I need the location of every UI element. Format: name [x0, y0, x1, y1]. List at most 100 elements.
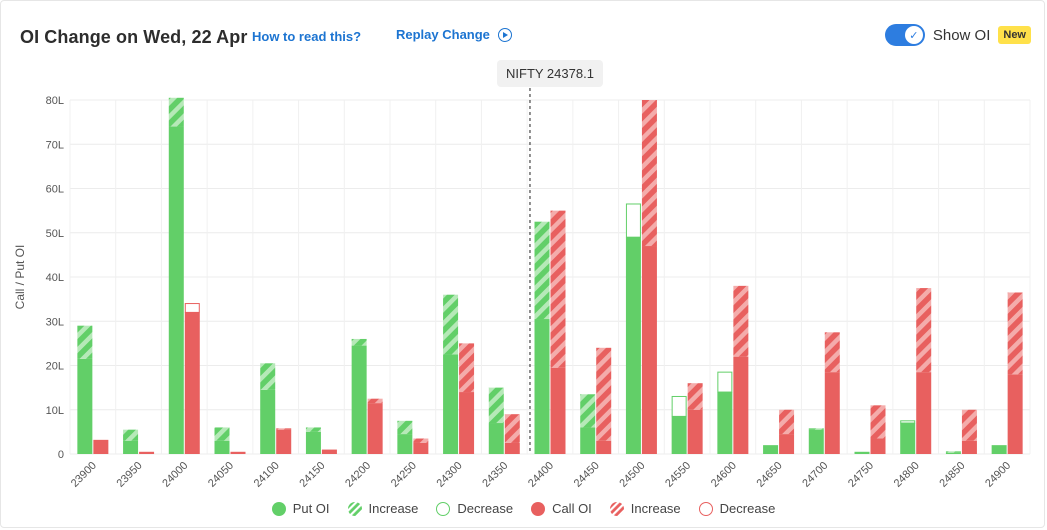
x-tick-label: 24850 [937, 460, 967, 490]
call-oi-bar [733, 356, 749, 454]
show-oi-label: Show OI [932, 26, 991, 44]
call-increase-bar [870, 405, 886, 439]
put-oi-bar [854, 451, 870, 454]
legend-call-decrease[interactable]: Decrease [698, 501, 776, 516]
x-tick-label: 24200 [343, 460, 373, 490]
put-decrease-bar [900, 420, 916, 424]
call-oi-bar [1007, 374, 1023, 454]
put-increase-bar [77, 325, 93, 359]
call-oi-bar [824, 372, 840, 454]
y-axis-label: Call / Put OI [13, 245, 27, 310]
call-oi-bar [184, 312, 200, 454]
bars [77, 97, 1023, 455]
call-increase-bar [550, 210, 566, 368]
call-oi-bar [687, 409, 703, 454]
y-tick-label: 80L [46, 95, 64, 107]
replay-change-label: Replay Change [396, 27, 490, 42]
legend-put-increase-swatch [347, 501, 362, 516]
put-increase-bar [351, 338, 367, 346]
call-increase-bar [504, 414, 520, 443]
call-oi-bar [550, 367, 566, 454]
legend-call-decrease-swatch [698, 501, 713, 516]
legend-call-oi-label: Call OI [552, 501, 592, 516]
legend-call-increase-swatch [609, 501, 624, 516]
put-increase-bar [260, 363, 276, 390]
x-tick-label: 24750 [846, 460, 876, 490]
put-increase-bar [397, 420, 413, 435]
call-oi-bar [779, 434, 795, 454]
legend-put-increase-label: Increase [368, 501, 419, 516]
put-oi-bar [397, 434, 413, 454]
x-tick-label: 24100 [252, 460, 282, 490]
replay-change-button[interactable]: Replay Change [396, 27, 512, 42]
legend-call-oi[interactable]: Call OI [531, 501, 592, 516]
put-increase-bar [534, 221, 550, 320]
legend-call-oi-swatch [531, 501, 546, 516]
x-tick-label: 24800 [892, 460, 922, 490]
legend-call-decrease-label: Decrease [719, 501, 776, 516]
legend-put-oi[interactable]: Put OI [271, 501, 330, 516]
new-badge: New [998, 26, 1031, 44]
call-oi-bar [916, 372, 932, 454]
call-increase-bar [413, 438, 429, 443]
call-oi-bar [504, 442, 520, 454]
play-circle-icon [497, 27, 512, 42]
put-oi-bar [717, 392, 733, 454]
call-oi-bar [596, 440, 612, 454]
put-decrease-bar [671, 395, 687, 417]
call-oi-bar [413, 442, 429, 454]
put-increase-bar [945, 451, 961, 453]
put-increase-bar [168, 97, 184, 127]
call-oi-bar [93, 439, 109, 454]
x-tick-label: 24400 [526, 460, 556, 490]
call-oi-bar [276, 429, 292, 454]
call-oi-bar [641, 246, 657, 454]
put-oi-bar [260, 389, 276, 454]
legend-put-increase[interactable]: Increase [347, 501, 419, 516]
show-oi-control: ✓ Show OI New [884, 24, 1031, 46]
show-oi-toggle[interactable]: ✓ [884, 24, 925, 46]
x-tick-label: 24700 [800, 460, 830, 490]
put-oi-bar [900, 423, 916, 454]
call-oi-bar [459, 392, 475, 454]
grid [69, 99, 1031, 455]
x-tick-label: 24000 [160, 460, 190, 490]
put-oi-bar [123, 440, 139, 454]
x-tick-label: 24600 [709, 460, 739, 490]
x-tick-label: 23950 [115, 460, 145, 490]
put-oi-bar [351, 345, 367, 454]
y-tick-label: 30L [46, 316, 64, 328]
x-tick-label: 24250 [389, 460, 419, 490]
x-tick-label: 24150 [297, 460, 327, 490]
call-increase-bar [916, 288, 932, 373]
call-decrease-bar [184, 303, 200, 313]
call-increase-bar [596, 347, 612, 441]
x-tick-label: 24650 [755, 460, 785, 490]
y-tick-label: 20L [46, 361, 64, 373]
put-oi-bar [305, 431, 321, 454]
call-increase-bar [459, 343, 475, 393]
legend-call-increase[interactable]: Increase [609, 501, 681, 516]
put-oi-bar [763, 445, 779, 454]
y-tick-label: 50L [46, 228, 64, 240]
spot-tooltip: NIFTY 24378.1 [497, 60, 603, 87]
x-tick-label: 24050 [206, 460, 236, 490]
legend-put-oi-swatch [271, 501, 286, 516]
page-title: OI Change on Wed, 22 Apr [20, 26, 248, 47]
put-increase-bar [488, 387, 504, 424]
how-to-read-link[interactable]: How to read this? [252, 29, 362, 44]
put-oi-bar [991, 445, 1007, 454]
legend-put-decrease[interactable]: Decrease [436, 501, 513, 516]
legend-put-decrease-swatch [436, 501, 451, 516]
x-tick-label: 24300 [435, 460, 465, 490]
put-oi-bar [77, 358, 93, 454]
put-oi-bar [443, 354, 459, 454]
call-oi-bar [961, 440, 977, 454]
x-tick-label: 24900 [983, 460, 1013, 490]
legend: Put OI Increase Decrease Call OI Increas… [0, 501, 1047, 516]
call-increase-bar [779, 409, 795, 435]
put-decrease-bar [625, 203, 641, 238]
y-tick-label: 60L [46, 184, 64, 196]
put-oi-bar [214, 440, 230, 454]
